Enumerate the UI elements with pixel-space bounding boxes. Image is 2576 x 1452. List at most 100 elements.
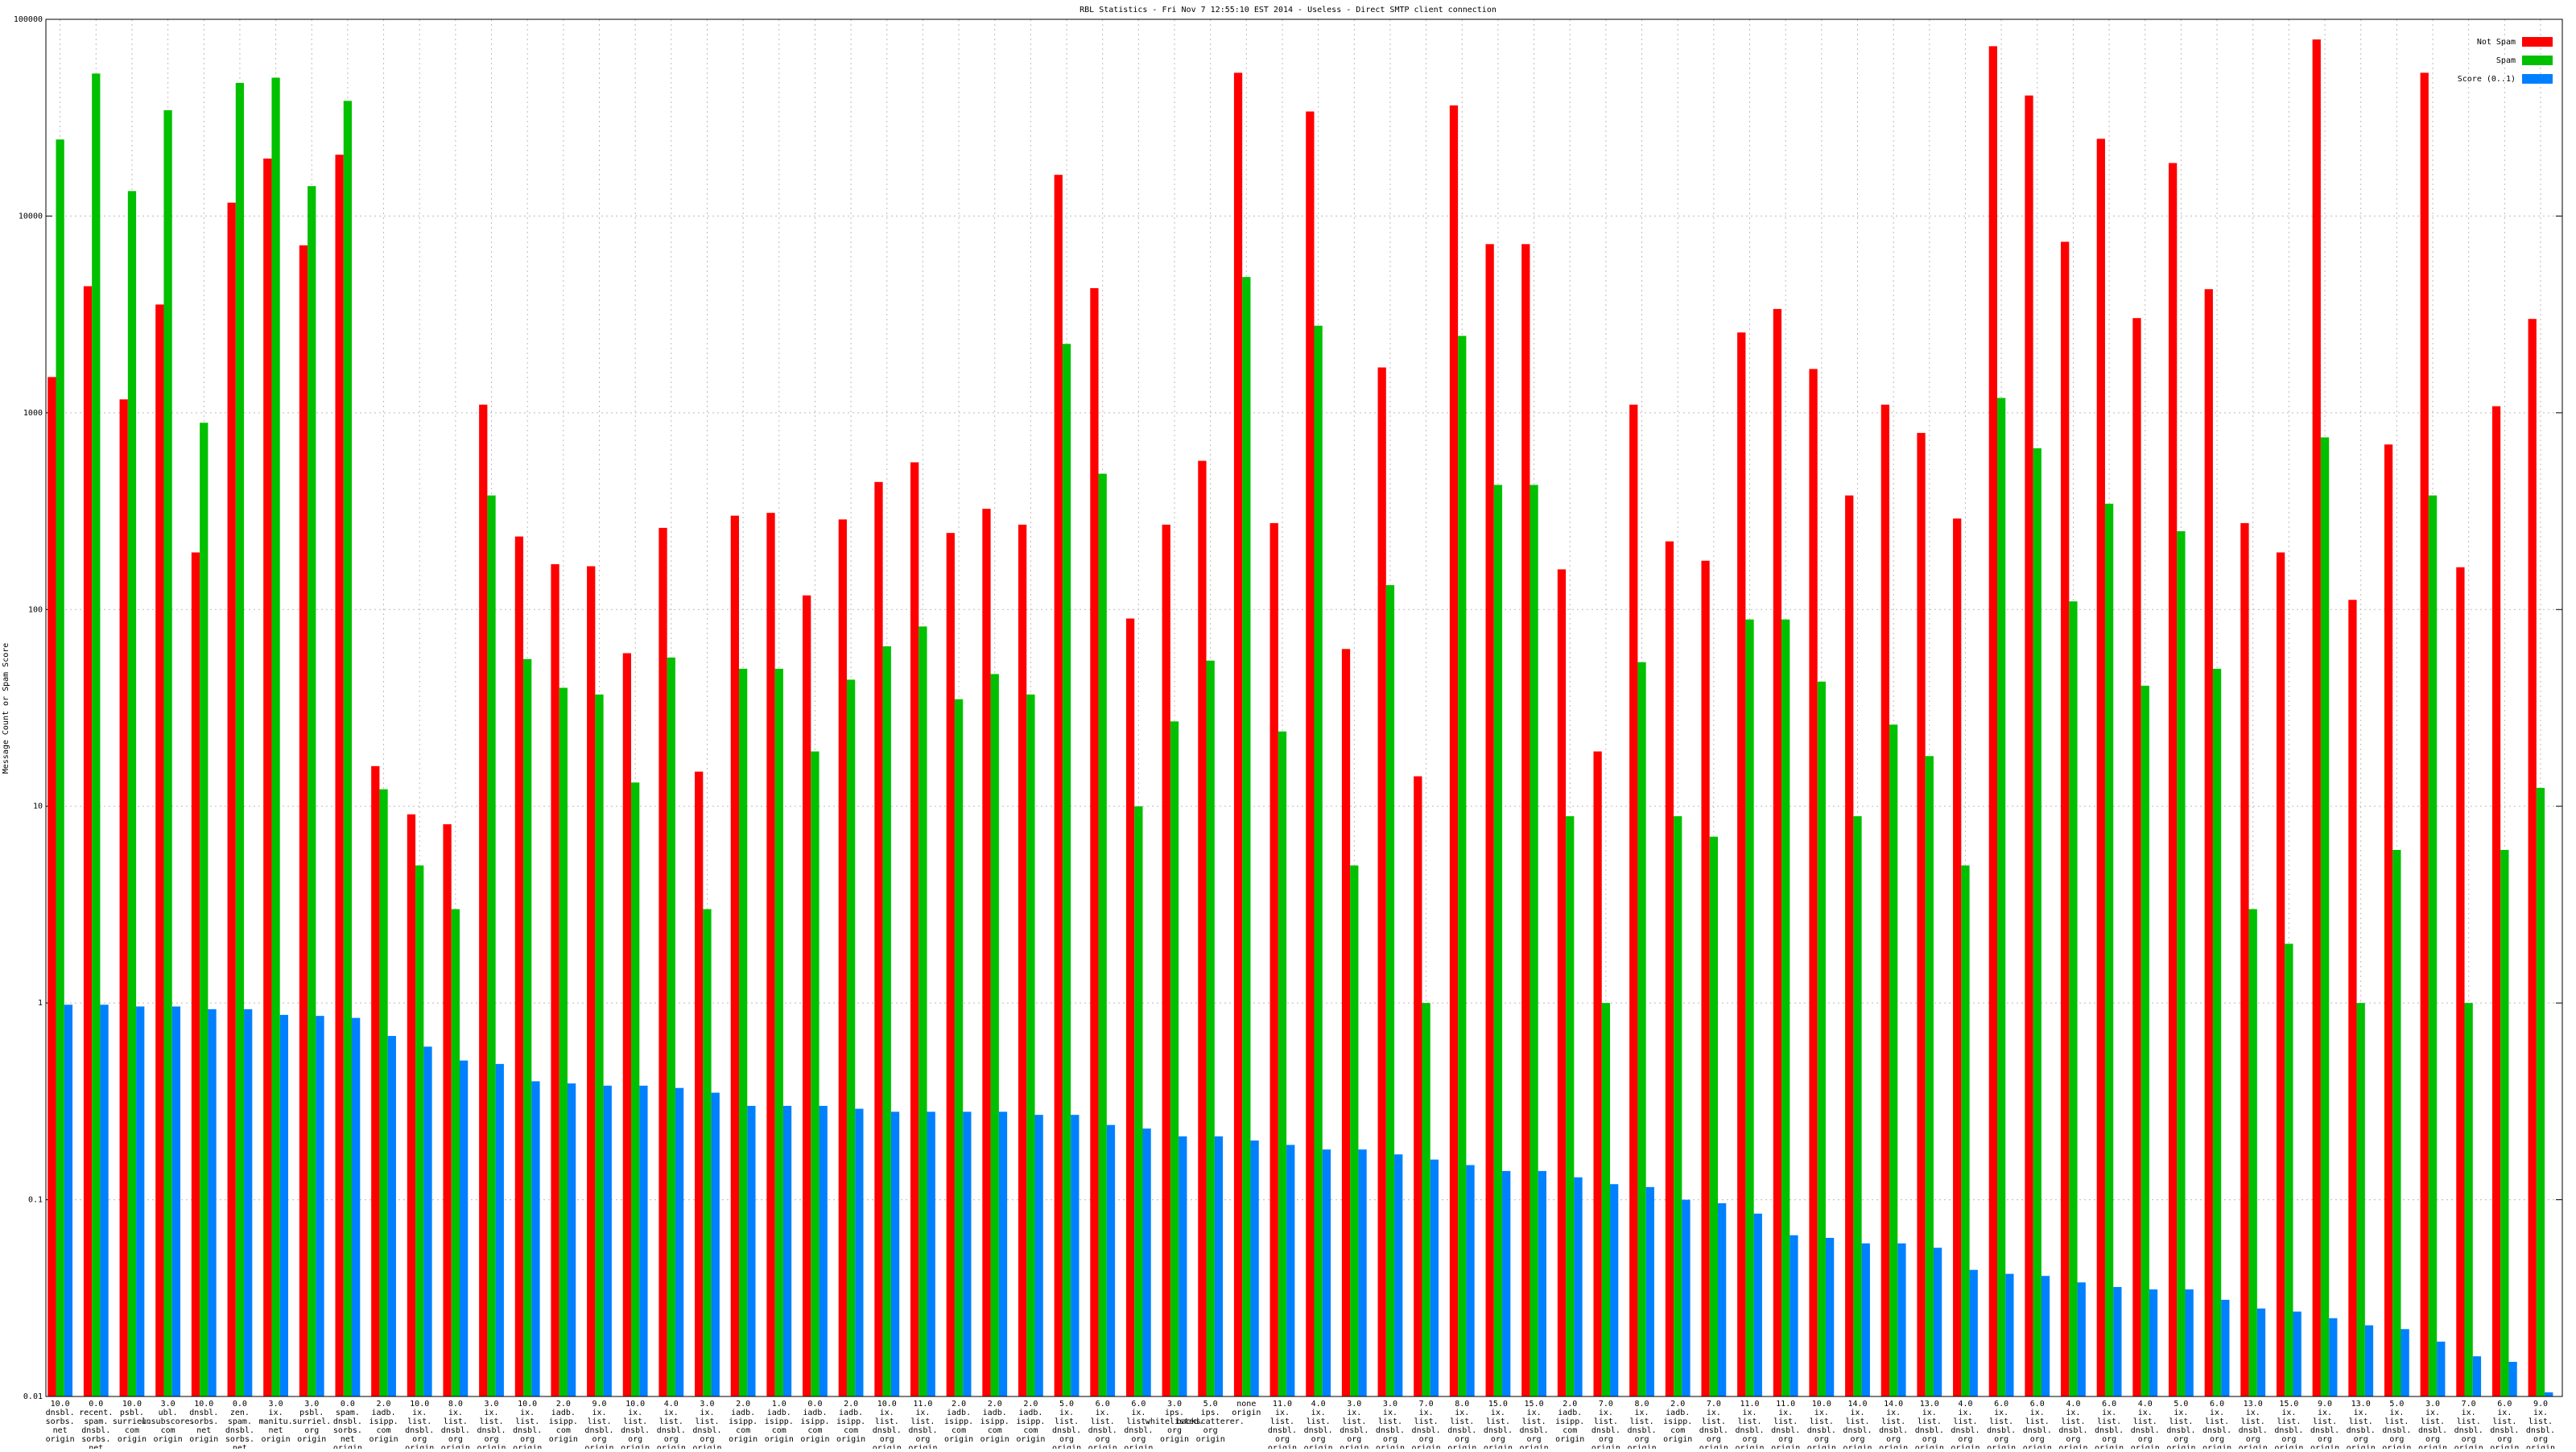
bar (667, 657, 675, 1396)
bar (711, 1092, 720, 1396)
x-tick-label: 6.0 ix. list. dnsbl. org origin (2023, 1400, 2052, 1449)
x-tick-label: 6.0 ix. list. dnsbl. org origin (2490, 1400, 2519, 1449)
bar (451, 909, 460, 1396)
bar (1142, 1128, 1151, 1396)
bar (1306, 111, 1315, 1397)
bar (1637, 662, 1646, 1396)
x-tick-label: 6.0 ix. list. dnsbl. org origin (1124, 1400, 1153, 1449)
bar (838, 519, 847, 1397)
bar (2392, 849, 2401, 1396)
bar (1773, 308, 1782, 1397)
bar (1538, 1170, 1546, 1396)
x-tick-label: 3.0 ix. manitu. net origin (259, 1400, 293, 1444)
bar (1593, 751, 1602, 1396)
bar (1961, 865, 1970, 1396)
bar (1018, 524, 1027, 1396)
x-tick-label: 9.0 ix. list. dnsbl. org origin (2310, 1400, 2339, 1449)
x-tick-label: 3.0 ubl. unsubscore. com origin (141, 1400, 194, 1444)
bar (2437, 1341, 2446, 1396)
x-tick-label: 7.0 ix. list. dnsbl. org origin (2454, 1400, 2483, 1449)
bar (1817, 681, 1826, 1396)
x-tick-label: 13.0 ix. list. dnsbl. org origin (1915, 1400, 1944, 1449)
bar (2285, 943, 2293, 1396)
x-tick-label: 11.0 ix. list. dnsbl. org origin (1735, 1400, 1764, 1449)
bar (1286, 1145, 1295, 1396)
bar (1233, 72, 1243, 1397)
bar (308, 186, 316, 1396)
bar (1601, 1003, 1611, 1396)
x-tick-label: 3.0 psbl. surriel. org origin (292, 1400, 331, 1444)
bar (2185, 1289, 2194, 1396)
bar (423, 1046, 432, 1396)
bar (1674, 816, 1682, 1396)
bar (1969, 1269, 1978, 1396)
x-tick-label: 4.0 ix. list. dnsbl. org origin (1304, 1400, 1333, 1449)
bar (1278, 731, 1287, 1396)
bar (1521, 244, 1530, 1397)
bar (2169, 163, 2178, 1397)
x-tick-label: 3.0 ix. list. dnsbl. org origin (692, 1400, 721, 1449)
bar (371, 765, 380, 1396)
bar (2248, 909, 2257, 1396)
x-tick-label: 1.0 iadb. isipp. com origin (765, 1400, 794, 1444)
bar (1198, 460, 1207, 1396)
bar (595, 694, 604, 1396)
x-tick-label: 6.0 ix. list. dnsbl. org origin (1987, 1400, 2016, 1449)
bar (523, 658, 532, 1396)
bar (1861, 1243, 1870, 1396)
bar (415, 865, 424, 1396)
bar (443, 824, 452, 1396)
bar (47, 377, 56, 1396)
x-tick-label: 10.0 ix. list. dnsbl. org origin (873, 1400, 902, 1449)
x-tick-label: 13.0 ix. list. dnsbl. org origin (2239, 1400, 2268, 1449)
bar (2456, 567, 2465, 1396)
x-tick-label: 4.0 ix. list. dnsbl. org origin (657, 1400, 686, 1449)
x-tick-label: 14.0 ix. list. dnsbl. org origin (1879, 1400, 1908, 1449)
bar (1953, 518, 1962, 1396)
x-tick-label: 5.0 ips. backscatterer. org origin (1177, 1400, 1245, 1444)
bar (1996, 398, 2006, 1396)
bar (1430, 1159, 1439, 1396)
bar (92, 73, 101, 1396)
bar (2069, 601, 2078, 1396)
bar (1502, 1170, 1511, 1396)
bar (2140, 685, 2149, 1396)
bar (1897, 1243, 1906, 1396)
y-tick-label: 100 (28, 605, 43, 614)
bar (2149, 1289, 2158, 1396)
bar (1790, 1235, 1798, 1396)
legend-label: Score (0..1) (2458, 75, 2516, 84)
x-tick-label: 0.0 spam. dnsbl. sorbs. net origin (333, 1400, 362, 1449)
bar (1701, 560, 1710, 1396)
bar (343, 101, 353, 1397)
bar (1809, 369, 1818, 1396)
bar (954, 699, 964, 1396)
bar (622, 653, 632, 1396)
bar (1026, 694, 1035, 1396)
legend-swatch (2522, 74, 2553, 84)
bar (2077, 1282, 2086, 1396)
bar (1090, 288, 1099, 1397)
x-tick-label: 8.0 ix. list. dnsbl. org origin (441, 1400, 470, 1449)
bar (155, 304, 164, 1396)
bar (1385, 585, 1395, 1396)
bar (1466, 1165, 1475, 1396)
y-tick-label: 0.1 (28, 1196, 43, 1205)
x-tick-label: 8.0 ix. list. dnsbl. org origin (1627, 1400, 1656, 1449)
bar (587, 566, 596, 1396)
bar (882, 646, 891, 1396)
x-tick-label: 9.0 ix. list. dnsbl. org origin (584, 1400, 613, 1449)
bar (1341, 649, 1351, 1396)
bar (874, 481, 883, 1396)
bar (1458, 336, 1467, 1397)
bar (1933, 1248, 1942, 1396)
bar (2384, 444, 2393, 1396)
x-tick-label: 3.0 ix. list. dnsbl. org origin (1376, 1400, 1405, 1449)
bar (782, 1105, 792, 1396)
x-tick-label: 10.0 dnsbl. sorbs. net origin (189, 1400, 218, 1444)
bar (2096, 138, 2105, 1396)
bar (2464, 1003, 2473, 1396)
x-tick-label: 2.0 iadb. isipp. com origin (549, 1400, 578, 1444)
bar (910, 462, 919, 1396)
